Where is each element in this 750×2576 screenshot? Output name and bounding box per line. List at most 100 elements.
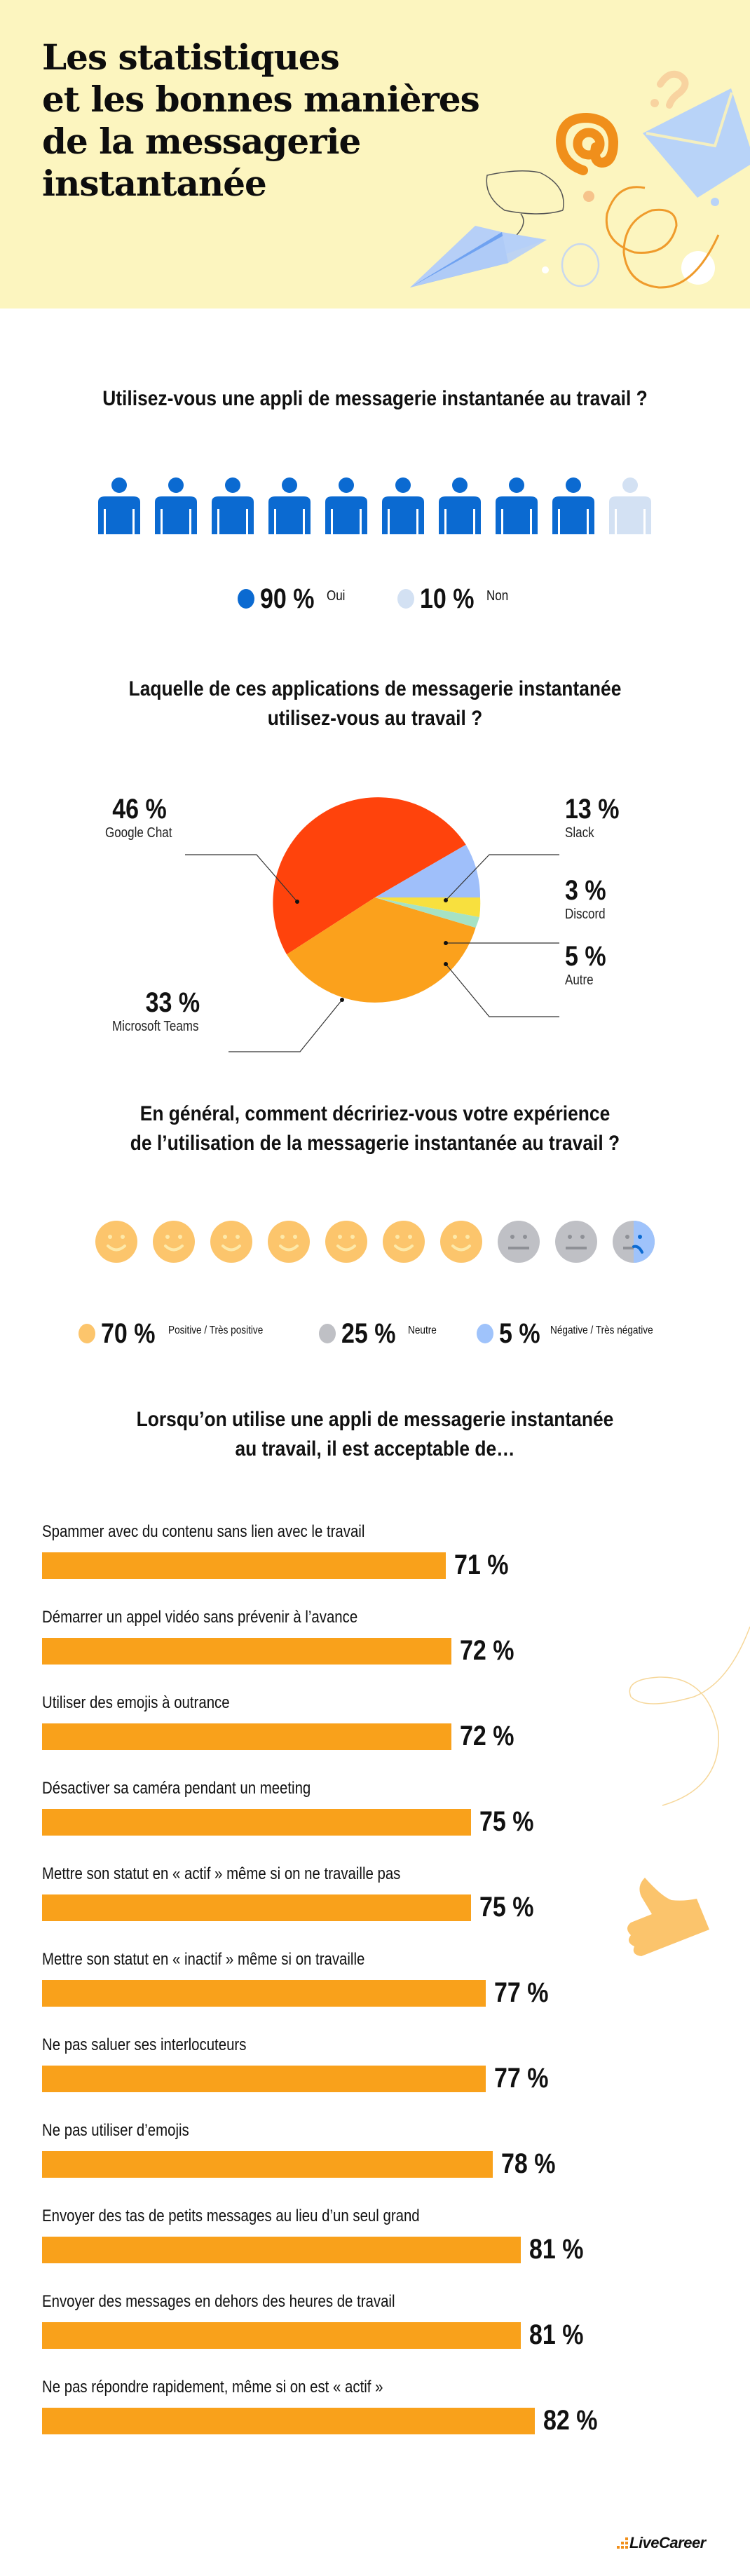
person-icon-filled [155,477,197,534]
bar [42,1552,446,1579]
bar-value: 78 % [501,2148,556,2179]
section-title: En général, comment décririez-vous votre… [45,1099,705,1158]
title-line: instantanée [42,163,267,204]
bar-row: Démarrer un appel vidéo sans prévenir à … [42,1607,715,1693]
legend-dot [397,589,415,609]
faces-pictogram [91,1220,666,1269]
pie-label-value: 33 % [145,987,200,1018]
bar-row: Mettre son statut en « actif » même si o… [42,1864,715,1949]
pie-label-name: Autre [565,972,594,988]
bar [42,1638,451,1665]
legend-label: Oui [327,588,346,604]
bar-row: Utiliser des emojis à outrance 72 % [42,1693,715,1778]
legend-item-neutre: 25 % Neutre [318,1318,442,1349]
legend-value: 10 % [420,583,475,614]
legend-dot [318,1324,336,1343]
bar-row: Ne pas répondre rapidement, même si on e… [42,2377,715,2462]
smiley-neutral-icon [555,1221,597,1263]
pie-label-value: 5 % [565,941,606,972]
bar-label: Mettre son statut en « inactif » même si… [42,1950,365,1969]
paper-plane-icon [410,226,547,287]
bar-label: Désactiver sa caméra pendant un meeting [42,1779,311,1798]
title-line: utilisez-vous au travail ? [267,707,483,730]
bar-value: 75 % [479,1806,534,1837]
bar-label: Ne pas répondre rapidement, même si on e… [42,2378,383,2397]
bar-label: Ne pas utiliser d’emojis [42,2121,189,2140]
squiggle-icon [629,1626,750,1806]
dot-icon [542,266,549,273]
bar-value: 72 % [460,1721,514,1751]
pie-slice-microsoft-teams [287,897,476,1003]
smiley-happy-icon [153,1221,195,1263]
pie-label-name: Microsoft Teams [112,1019,199,1034]
section-title: Utilisez-vous une appli de messagerie in… [102,387,648,410]
page-title: Les statistiques et les bonnes manières … [42,36,480,205]
smiley-happy-icon [440,1221,482,1263]
bar-value: 71 % [454,1550,509,1580]
bar-row: Désactiver sa caméra pendant un meeting … [42,1778,715,1864]
bar-label: Utiliser des emojis à outrance [42,1693,230,1712]
bar-value: 81 % [529,2319,584,2350]
pie-slice-slack [375,844,480,897]
pie-label-value: 13 % [565,794,620,825]
smiley-half-sad-icon [613,1221,655,1263]
legend-label: Négative / Très négative [550,1324,653,1336]
logo-mark-icon [617,2537,628,2549]
bar-label: Envoyer des tas de petits messages au li… [42,2206,420,2225]
section-title: Lorsqu’on utilise une appli de messageri… [45,1405,705,1464]
title-line: Laquelle de ces applications de messager… [128,677,622,700]
legend-value: 70 % [101,1318,156,1349]
pie-slice-autre [375,897,479,928]
legend-item-non: 10 % Non [397,583,512,614]
bar-row: Ne pas utiliser d’emojis 78 % [42,2120,715,2206]
smiley-happy-icon [95,1221,137,1263]
pie-label-discord: 3 % Discord [565,875,613,923]
bar-label: Démarrer un appel vidéo sans prévenir à … [42,1608,358,1627]
legend-label: Positive / Très positive [168,1324,263,1336]
bar-row: Ne pas saluer ses interlocuteurs 77 % [42,2035,715,2120]
bar-value: 72 % [460,1635,514,1666]
pie-chart [185,797,559,1052]
hero-illustration [410,70,750,289]
person-icon-filled [325,477,367,534]
dot-icon [711,198,719,206]
bar [42,1980,486,2007]
legend-usage: 90 % Oui 10 % Non [0,583,750,614]
bar-value: 75 % [479,1892,534,1923]
pie-label-value: 3 % [565,875,606,906]
hero-banner: Les statistiques et les bonnes manières … [0,0,750,309]
envelope-icon [643,88,750,198]
legend-dot [237,589,254,609]
bar [42,2408,535,2434]
pie-label-name: Google Chat [105,825,172,841]
smiley-happy-icon [383,1221,425,1263]
legend-item-negative: 5 % Négative / Très négative [477,1318,671,1349]
bar-label: Mettre son statut en « actif » même si o… [42,1864,401,1883]
person-icon-filled [212,477,254,534]
pie-label-autre: 5 % Autre [565,941,613,989]
bar-label: Spammer avec du contenu sans lien avec l… [42,1522,365,1541]
bar-label: Envoyer des messages en dehors des heure… [42,2292,395,2311]
bar-row: Envoyer des tas de petits messages au li… [42,2206,715,2291]
legend-item-oui: 90 % Oui [237,583,348,614]
pie-label-google-chat: 46 % Google Chat [105,794,182,841]
logo-text: LiveCareer [629,2534,706,2551]
person-icon-filled [98,477,140,534]
title-line: En général, comment décririez-vous votre… [139,1102,611,1125]
legend-value: 5 % [499,1318,540,1349]
person-icon-empty [609,477,651,534]
legend-label: Neutre [408,1324,437,1336]
smiley-happy-icon [268,1221,310,1263]
person-icon-filled [382,477,424,534]
bar-row: Spammer avec du contenu sans lien avec l… [42,1521,715,1607]
title-line: de l’utilisation de la messagerie instan… [130,1132,620,1155]
legend-value: 25 % [341,1318,396,1349]
bar-value: 82 % [543,2405,598,2436]
dot-icon [583,191,594,202]
question-mark-icon [650,70,689,109]
pie-label-microsoft-teams: 33 % Microsoft Teams [112,987,215,1035]
thumbs-up-illustration [627,1626,750,1956]
at-sign-icon [555,112,619,175]
title-line: Lorsqu’on utilise une appli de messageri… [136,1408,614,1431]
squiggle-icon [486,170,564,240]
